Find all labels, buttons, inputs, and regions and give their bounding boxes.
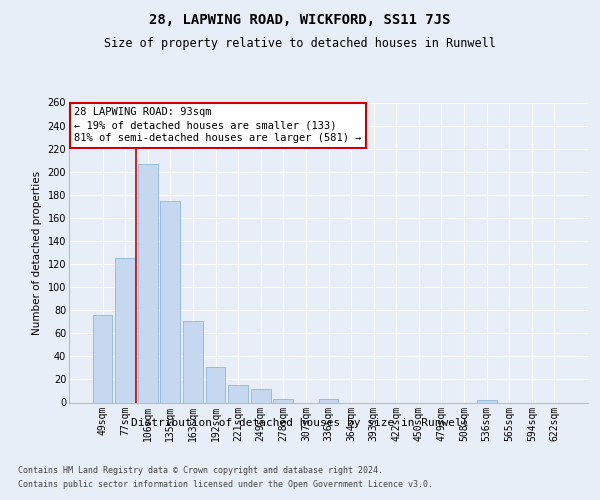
- Bar: [160, 200, 180, 402]
- Text: Contains public sector information licensed under the Open Government Licence v3: Contains public sector information licen…: [18, 480, 433, 489]
- Bar: [138, 164, 158, 402]
- Bar: [319, 399, 338, 402]
- Bar: [228, 385, 248, 402]
- Text: Size of property relative to detached houses in Runwell: Size of property relative to detached ho…: [104, 38, 496, 51]
- Text: 28, LAPWING ROAD, WICKFORD, SS11 7JS: 28, LAPWING ROAD, WICKFORD, SS11 7JS: [149, 12, 451, 26]
- Bar: [183, 320, 203, 402]
- Bar: [477, 400, 497, 402]
- Text: Contains HM Land Registry data © Crown copyright and database right 2024.: Contains HM Land Registry data © Crown c…: [18, 466, 383, 475]
- Bar: [115, 258, 135, 402]
- Bar: [251, 388, 271, 402]
- Text: 28 LAPWING ROAD: 93sqm
← 19% of detached houses are smaller (133)
81% of semi-de: 28 LAPWING ROAD: 93sqm ← 19% of detached…: [74, 107, 362, 144]
- Bar: [92, 315, 112, 402]
- Bar: [274, 399, 293, 402]
- Y-axis label: Number of detached properties: Number of detached properties: [32, 170, 42, 334]
- Text: Distribution of detached houses by size in Runwell: Distribution of detached houses by size …: [131, 418, 469, 428]
- Bar: [206, 366, 226, 402]
